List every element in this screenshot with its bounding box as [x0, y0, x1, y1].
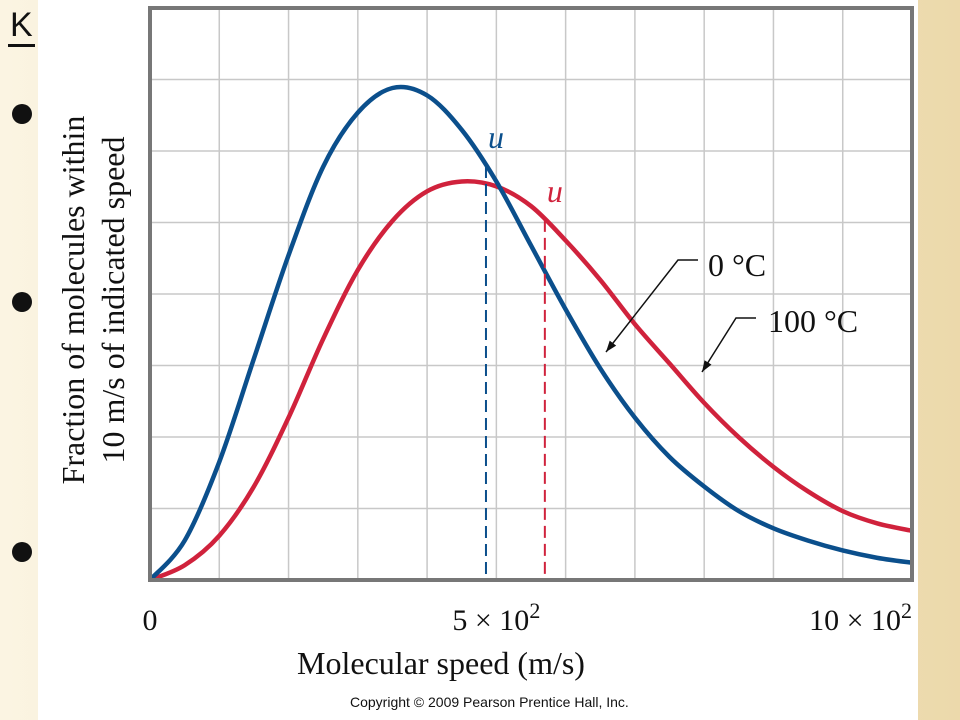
copyright-notice: Copyright © 2009 Pearson Prentice Hall, … — [350, 694, 629, 710]
y-axis-title-line1: Fraction of molecules within — [55, 116, 91, 485]
legend-label-100c: 100 °C — [768, 303, 858, 339]
legend-label-0c: 0 °C — [708, 247, 766, 283]
x-axis-title: Molecular speed (m/s) — [297, 645, 585, 681]
x-tick-labels: 0 5 × 102 10 × 102 — [143, 598, 913, 637]
bullet-marker-2 — [12, 292, 32, 312]
bullet-marker-3 — [12, 542, 32, 562]
figure-panel: u u 0 5 × 102 10 × 102 Molecular speed (m/s… — [38, 0, 918, 720]
x-tick-label: 10 × 102 — [809, 598, 912, 637]
y-axis-title-line2: 10 m/s of indicated speed — [95, 136, 131, 463]
grid — [150, 8, 912, 580]
speed-distribution-chart: u u 0 5 × 102 10 × 102 Molecular speed (m/s… — [38, 0, 918, 720]
bullet-marker-1 — [12, 104, 32, 124]
slide-heading: K — [8, 6, 35, 47]
mean-speed-label-0c: u — [488, 119, 504, 155]
y-axis-title: Fraction of molecules within 10 m/s of i… — [55, 116, 131, 485]
x-tick-label: 5 × 102 — [452, 598, 540, 637]
mean-speed-label-100c: u — [547, 173, 563, 209]
x-tick-label: 0 — [143, 604, 158, 637]
